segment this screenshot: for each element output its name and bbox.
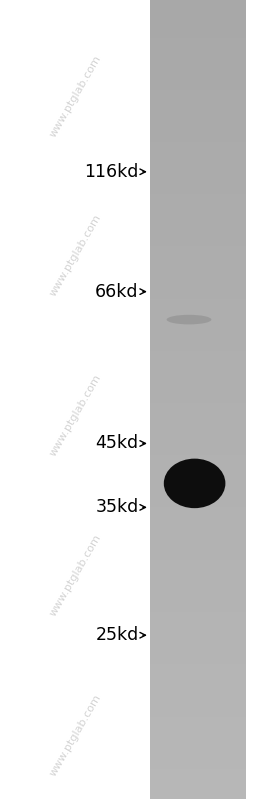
Text: 25kd: 25kd [95, 626, 139, 644]
Ellipse shape [164, 459, 225, 508]
Text: 35kd: 35kd [95, 499, 139, 516]
Text: www.ptglab.com: www.ptglab.com [48, 373, 103, 458]
Text: 66kd: 66kd [95, 283, 139, 300]
Text: www.ptglab.com: www.ptglab.com [48, 533, 103, 618]
Text: www.ptglab.com: www.ptglab.com [48, 54, 103, 138]
Ellipse shape [167, 315, 211, 324]
Text: www.ptglab.com: www.ptglab.com [48, 693, 103, 777]
Text: www.ptglab.com: www.ptglab.com [48, 213, 103, 298]
Text: 45kd: 45kd [95, 435, 139, 452]
Text: 116kd: 116kd [84, 163, 139, 181]
